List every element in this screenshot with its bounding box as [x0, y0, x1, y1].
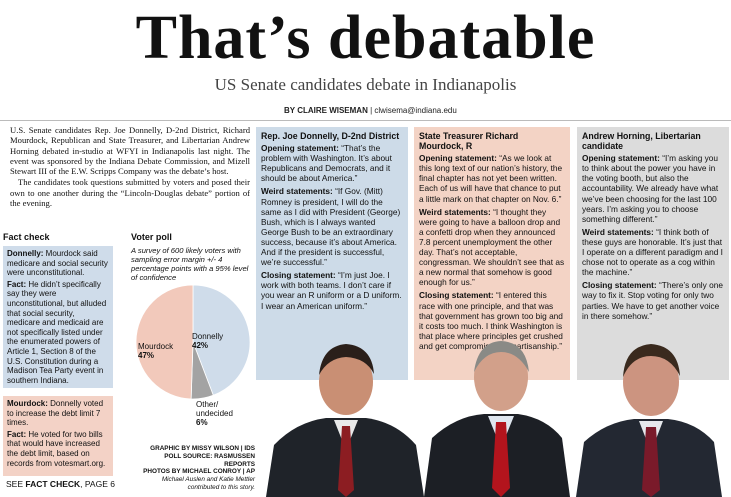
byline-email[interactable]: clwisema@indiana.edu: [374, 106, 457, 115]
pie-label-value: 47%: [138, 351, 155, 360]
claim-text: Mourdock said medicare and social securi…: [7, 249, 108, 278]
fact-check-fact: Fact: He voted for two bills that would …: [7, 430, 109, 468]
header-divider: [0, 120, 731, 121]
byline: BY CLAIRE WISEMAN | clwisema@indiana.edu: [284, 106, 457, 115]
candidate-panel-horning: Andrew Horning, Libertarian candidate Op…: [577, 127, 729, 380]
candidate-name: Andrew Horning, Libertarian candidate: [582, 131, 701, 152]
fact-text: He didn’t specifically say they were unc…: [7, 279, 107, 385]
pie-label-value: 42%: [192, 341, 209, 350]
statement-label: Opening statement:: [419, 153, 497, 164]
credit-line: POLL SOURCE: RASMUSSEN REPORTS: [164, 452, 255, 468]
pie-label-name: Mourdock: [138, 342, 174, 351]
see-fact-check-jump[interactable]: SEE FACT CHECK, PAGE 6: [6, 479, 115, 489]
byline-author: BY CLAIRE WISEMAN: [284, 106, 368, 115]
graphic-credits: GRAPHIC BY MISSY WILSON | IDS POLL SOURC…: [140, 445, 255, 492]
fact-check-fact: Fact: He didn’t specifically say they we…: [7, 280, 109, 386]
credit-line: PHOTOS BY MICHAEL CONROY | AP: [143, 468, 255, 476]
statement-label: Opening statement:: [261, 143, 339, 154]
fact-label: Fact:: [7, 429, 27, 439]
pie-label-value: 6%: [196, 418, 208, 427]
candidate-statement: Weird statements: “If Gov. (Mitt) Romney…: [261, 186, 403, 267]
statement-label: Opening statement:: [582, 153, 660, 164]
jump-suffix: , PAGE 6: [80, 479, 115, 489]
candidate-statement: Weird statements: “I thought they were g…: [419, 207, 565, 288]
statement-label: Weird statements:: [261, 186, 333, 197]
fact-check-donnelly-box: Donnelly: Mourdock said medicare and soc…: [3, 246, 113, 388]
intro-paragraph: The candidates took questions submitted …: [10, 177, 250, 209]
pie-label-mourdock: Mourdock 47%: [138, 342, 173, 360]
candidate-statement: Closing statement: “I’m just Joe. I work…: [261, 270, 403, 310]
fact-check-mourdock-box: Mourdock: Donnelly voted to increase the…: [3, 396, 113, 476]
candidates-photo: [266, 341, 722, 497]
credit-line: GRAPHIC BY MISSY WILSON | IDS: [150, 445, 255, 452]
fact-check-claim: Mourdock: Donnelly voted to increase the…: [7, 399, 109, 428]
claim-text: Donnelly voted to increase the debt limi…: [7, 399, 104, 428]
candidate-statement: Closing statement: “There’s only one way…: [582, 280, 724, 320]
voter-poll-description: A survey of 600 likely voters with sampl…: [131, 246, 249, 282]
voter-poll-pie-chart: [135, 284, 251, 400]
intro-paragraph: U.S. Senate candidates Rep. Joe Donnelly…: [10, 125, 250, 177]
subheadline: US Senate candidates debate in Indianapo…: [214, 75, 517, 94]
byline-separator: |: [370, 106, 373, 115]
statement-text: “That’s the problem with Washington. It’…: [261, 143, 392, 184]
statement-text: “I’m just Joe. I work with both teams. I…: [261, 270, 402, 311]
pie-label-name: Other/ undecided: [196, 400, 233, 418]
photo-horning: [576, 344, 722, 497]
jump-label: FACT CHECK: [25, 479, 81, 489]
candidate-panel-donnelly: Rep. Joe Donnelly, D-2nd District Openin…: [256, 127, 408, 380]
candidate-statement: Opening statement: “I’m asking you to th…: [582, 153, 724, 224]
statement-text: “I’m asking you to think about the power…: [582, 153, 719, 224]
statement-text: “If Gov. (Mitt) Romney is president, I w…: [261, 186, 401, 268]
candidate-statement: Opening statement: “As we look at this l…: [419, 153, 565, 203]
pie-slice-mourdock: [135, 284, 194, 400]
fact-check-title: Fact check: [3, 232, 50, 242]
statement-label: Closing statement:: [261, 270, 336, 281]
pie-slice-donnelly: [192, 284, 251, 396]
statement-label: Weird statements:: [582, 226, 654, 237]
credit-line: contributed to this story.: [187, 483, 255, 491]
statement-text: “There’s only one way to fix it. Stop vo…: [582, 280, 723, 321]
claim-label: Donnelly:: [7, 249, 44, 258]
claim-label: Mourdock:: [7, 399, 48, 408]
fact-check-claim: Donnelly: Mourdock said medicare and soc…: [7, 249, 109, 278]
statement-text: “I think both of these guys are honorabl…: [582, 226, 723, 278]
candidate-name: State Treasurer Richard Mourdock, R: [419, 131, 519, 152]
intro-article: U.S. Senate candidates Rep. Joe Donnelly…: [10, 125, 250, 209]
voter-poll-title: Voter poll: [131, 232, 172, 242]
fact-text: He voted for two bills that would have i…: [7, 429, 106, 468]
statement-text: “I thought they were going to have a bal…: [419, 206, 565, 288]
fact-label: Fact:: [7, 279, 27, 289]
photo-mourdock: [424, 341, 570, 497]
candidate-panel-mourdock: State Treasurer Richard Mourdock, R Open…: [414, 127, 570, 380]
candidate-name: Rep. Joe Donnelly, D-2nd District: [261, 131, 400, 141]
candidate-statement: Weird statements: “I think both of these…: [582, 227, 724, 277]
candidate-statement: Opening statement: “That’s the problem w…: [261, 143, 403, 183]
statement-label: Closing statement:: [419, 290, 494, 301]
headline: That’s debatable: [135, 4, 596, 72]
statement-text: “As we look at this long text of our nat…: [419, 153, 563, 204]
pie-label-donnelly: Donnelly 42%: [192, 332, 223, 350]
photo-donnelly: [266, 344, 424, 497]
pie-label-other: Other/ undecided 6%: [196, 400, 242, 427]
credit-line: Michael Auslen and Katie Mettler: [161, 476, 255, 484]
jump-prefix: SEE: [6, 479, 26, 489]
pie-label-name: Donnelly: [192, 332, 224, 341]
statement-label: Closing statement:: [582, 280, 657, 291]
statement-label: Weird statements:: [419, 206, 491, 217]
